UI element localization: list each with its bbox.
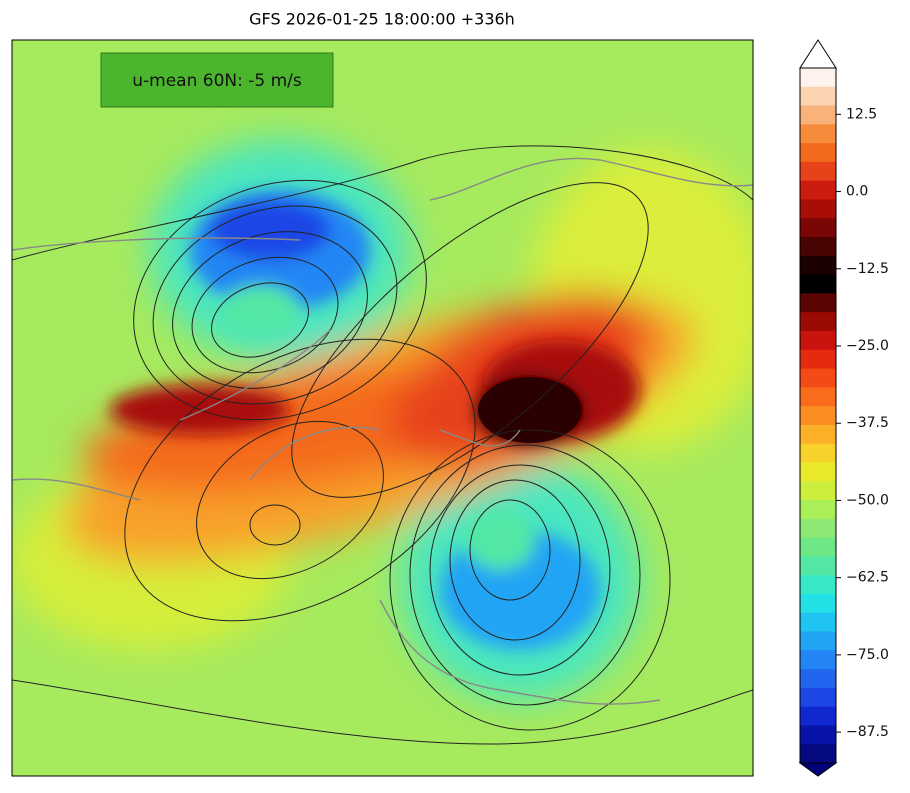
colorbar-band xyxy=(800,237,836,257)
colorbar-band xyxy=(800,161,836,182)
colorbar-band xyxy=(800,255,836,276)
colorbar-band xyxy=(800,556,836,576)
colorbar-band xyxy=(800,537,836,557)
colorbar-extend-min xyxy=(798,762,838,777)
colorbar-band xyxy=(800,180,836,201)
map xyxy=(12,40,753,776)
colorbar-band xyxy=(800,612,836,633)
colorbar-band xyxy=(800,330,836,351)
colorbar-tick-label: −75.0 xyxy=(846,647,889,663)
colorbar-band xyxy=(800,744,836,764)
colorbar-band xyxy=(800,575,836,595)
colorbar-band xyxy=(800,462,836,482)
colorbar-tick-label: −12.5 xyxy=(846,261,889,277)
colorbar-band xyxy=(800,406,836,426)
colorbar: 12.5 0.0 −12.5 −25.0 −37.5 −50.0 −62.5 −75.0 −87… xyxy=(798,39,889,777)
colorbar-tick-label: 12.5 xyxy=(846,106,877,122)
colorbar-band xyxy=(800,105,836,125)
colorbar-band xyxy=(800,500,836,520)
annotation-box xyxy=(100,52,334,108)
colorbar-band xyxy=(800,518,836,539)
colorbar-band xyxy=(800,218,836,238)
colorbar-band xyxy=(800,387,836,407)
colorbar-band xyxy=(800,650,836,670)
colorbar-band xyxy=(800,124,836,144)
colorbar-frame xyxy=(799,67,837,764)
colorbar-band xyxy=(800,368,836,388)
colorbar-tick-label: −87.5 xyxy=(846,724,889,740)
colorbar-band xyxy=(800,143,836,163)
colorbar-extend-max xyxy=(799,39,837,69)
colorbar-band xyxy=(800,86,836,107)
annotation: u-mean 60N: -5 m/s xyxy=(132,71,302,91)
colorbar-band xyxy=(800,631,836,651)
colorbar-band xyxy=(800,312,836,332)
colorbar-tick-label: −50.0 xyxy=(846,492,889,508)
colorbar-band xyxy=(800,593,836,614)
colorbar-band xyxy=(800,725,836,745)
map-frame xyxy=(11,39,754,777)
colorbar-band xyxy=(800,349,836,370)
colorbar-band xyxy=(800,443,836,464)
colorbar-band xyxy=(800,669,836,689)
colorbar-tick-label: −37.5 xyxy=(846,415,889,431)
colorbar-band xyxy=(800,274,836,295)
colorbar-band xyxy=(800,293,836,313)
colorbar-band xyxy=(800,687,836,708)
colorbar-tick-label: −62.5 xyxy=(846,570,889,586)
colorbar-band xyxy=(800,68,836,88)
colorbar-band xyxy=(800,424,836,445)
colorbar-band xyxy=(800,199,836,219)
colorbar-band xyxy=(800,481,836,501)
colorbar-band xyxy=(800,706,836,727)
title: GFS 2026-01-25 18:00:00 +336h xyxy=(249,10,515,29)
colorbar-tick-label: −25.0 xyxy=(846,338,889,354)
colorbar-tick-label: 0.0 xyxy=(846,184,868,200)
